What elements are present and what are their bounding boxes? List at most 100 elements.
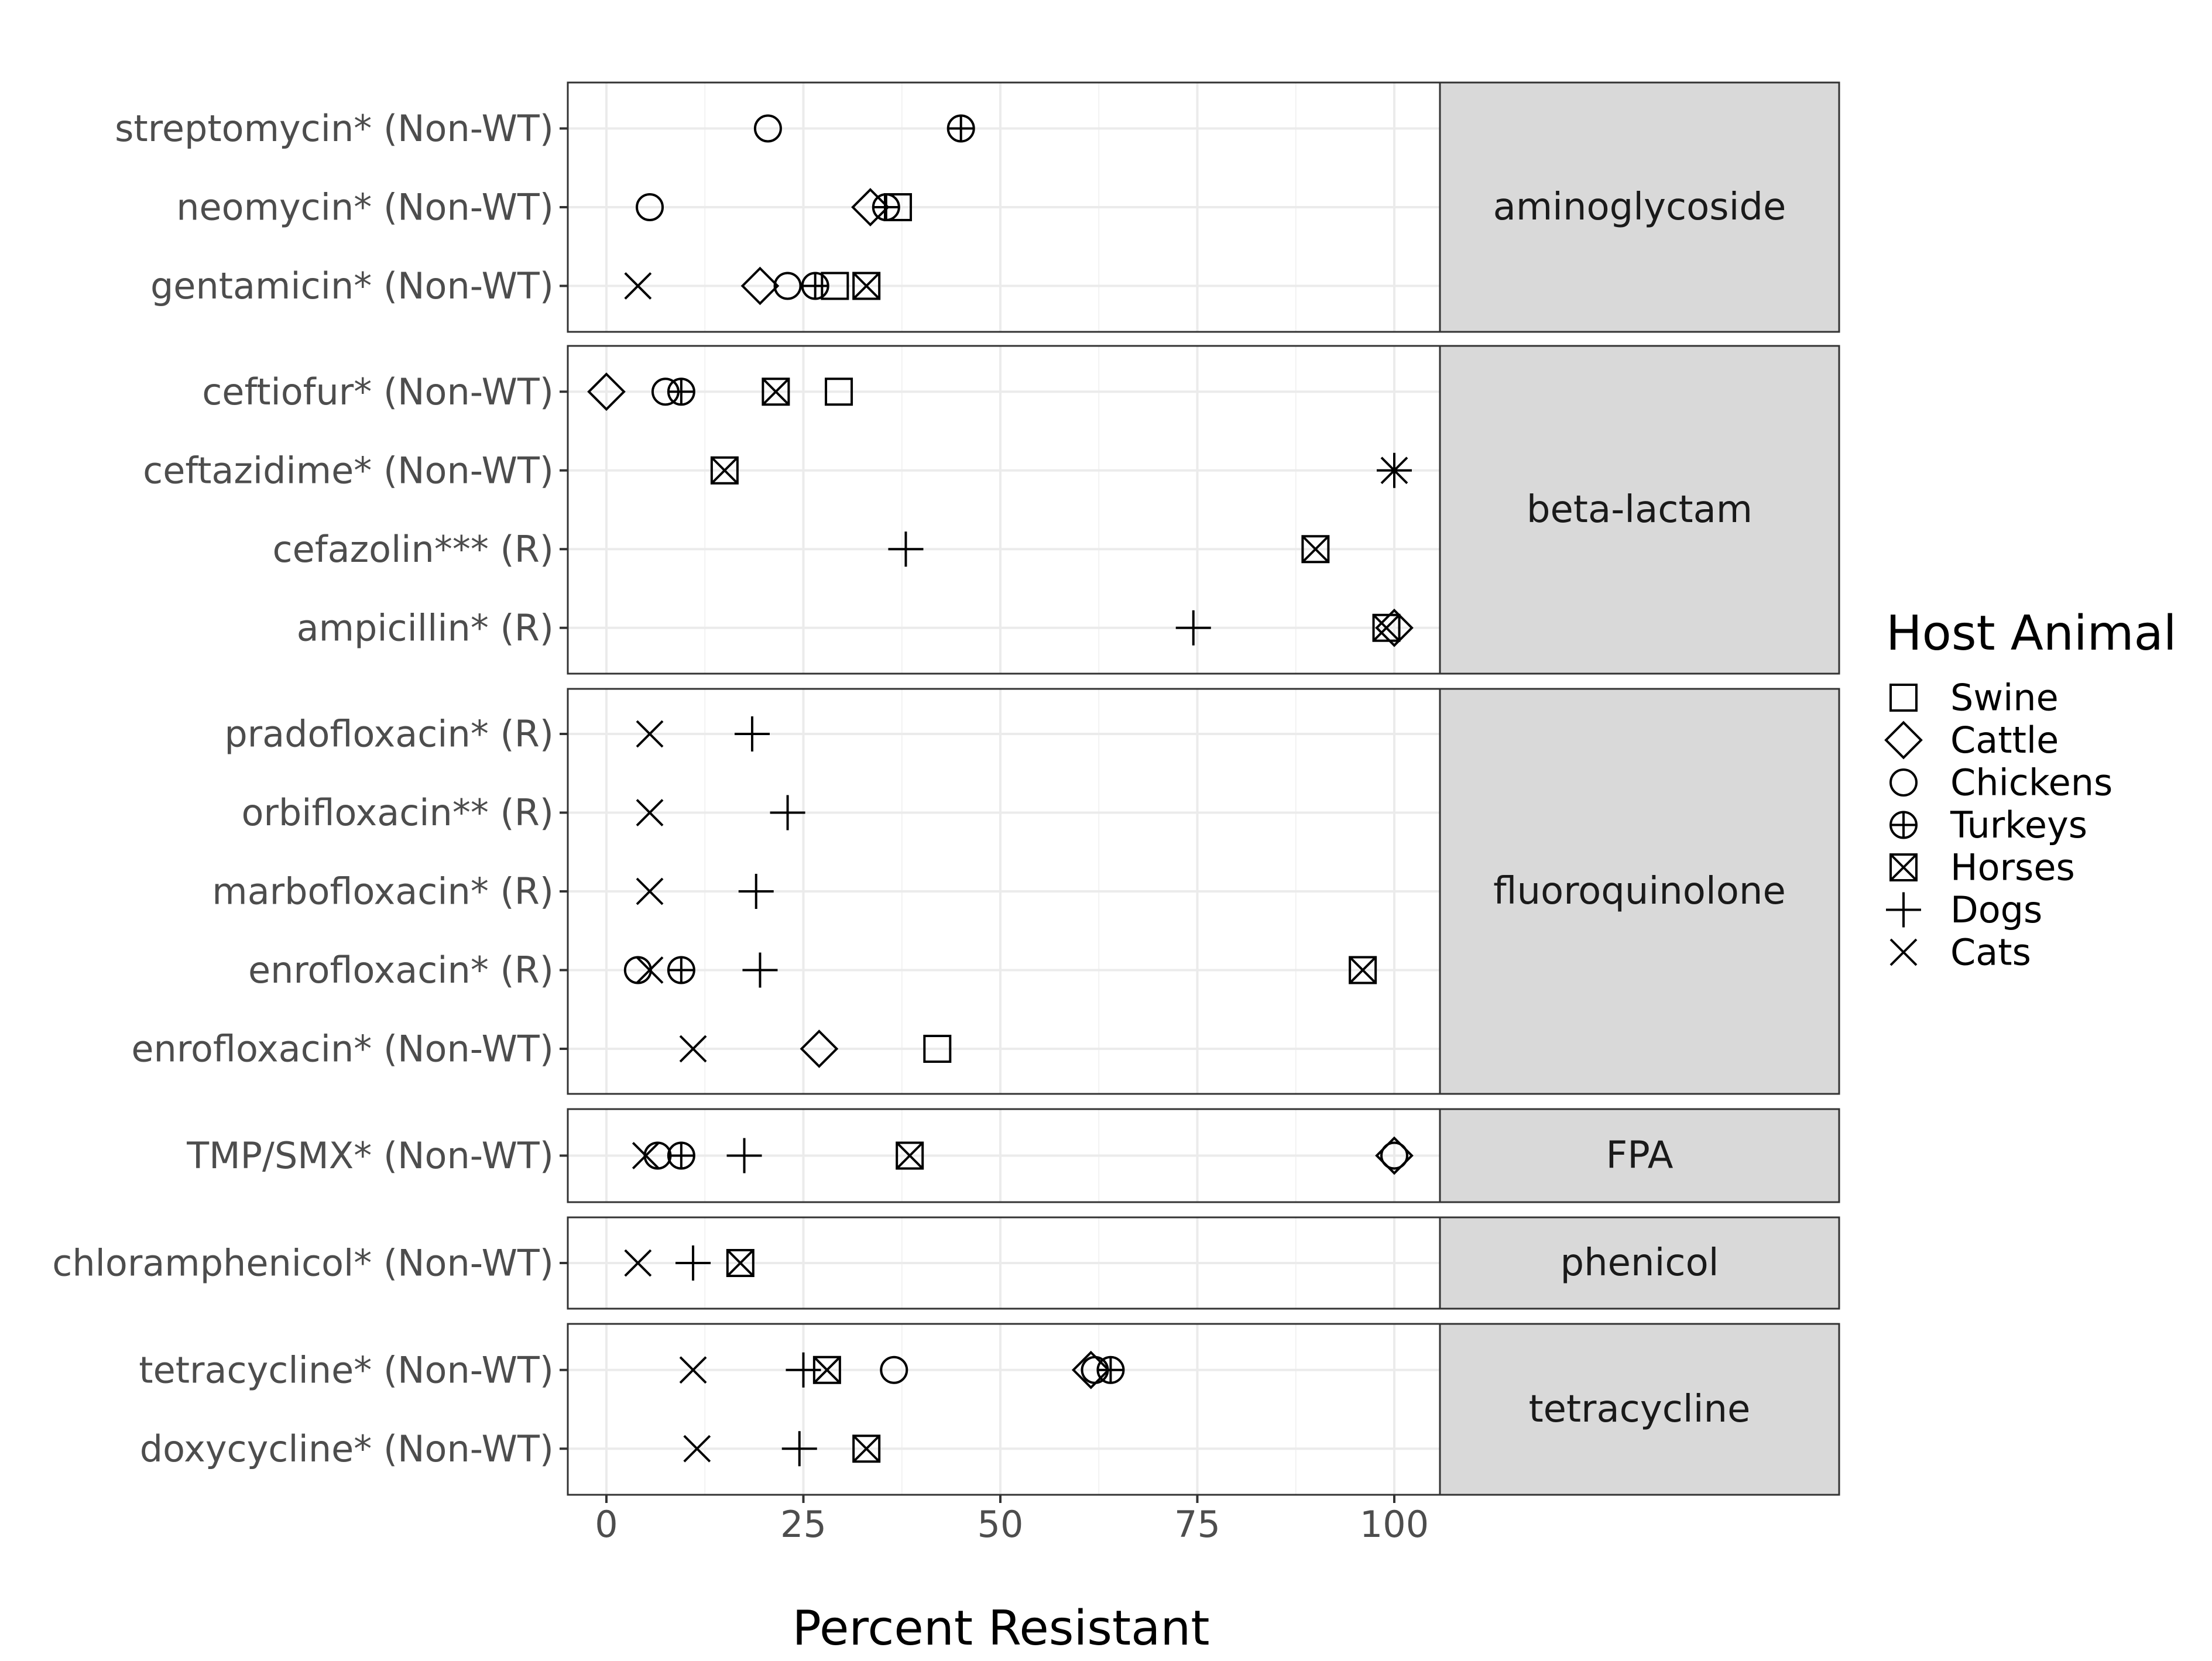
data-point-dogs (726, 1138, 762, 1173)
data-point-turkeys (1096, 1355, 1125, 1384)
facet-panel: tetracycline* (Non-WT) doxycycline* (Non-… (139, 1323, 1441, 1496)
facet-strip: beta-lactam (1439, 345, 1840, 675)
data-point-chickens (773, 272, 802, 300)
data-point-horses (852, 1434, 881, 1463)
data-point-swine (884, 193, 913, 221)
data-point-cats (679, 1035, 707, 1063)
data-point-horses (852, 272, 881, 300)
data-point-chickens (1380, 1141, 1408, 1170)
facet-panel: pradofloxacin* (R) orbifloxacin** (R) marb… (131, 688, 1441, 1095)
data-point-horses (1349, 956, 1377, 984)
data-point-dogs (781, 1431, 817, 1467)
facet-panel: TMP/SMX* (Non-WT) (186, 1108, 1441, 1203)
data-point-chickens (753, 114, 782, 143)
legend-entry-chickens: Chickens (1889, 761, 2112, 804)
legend-label: Horses (1950, 846, 2075, 889)
data-point-horses (896, 1141, 924, 1170)
legend-label: Swine (1950, 677, 2059, 719)
facet-panel: streptomycin* (Non-WT) neomycin* (Non-WT)… (115, 81, 1441, 333)
facet-strip: phenicol (1439, 1216, 1840, 1310)
data-point-cattle (800, 1029, 839, 1068)
facet-panel: chloramphenicol* (Non-WT) (52, 1216, 1441, 1310)
y-tick-label: doxycycline* (Non-WT) (140, 1427, 554, 1470)
data-point-chickens (880, 1355, 908, 1384)
legend-label: Dogs (1950, 888, 2042, 931)
data-point-swine (821, 272, 849, 300)
y-tick-label: streptomycin* (Non-WT) (115, 107, 554, 150)
data-point-horses (1301, 535, 1330, 564)
x-tick-label: 25 (780, 1503, 827, 1546)
legend-title: Host Animal (1886, 606, 2177, 661)
y-tick-label: gentamicin* (Non-WT) (150, 265, 554, 307)
facet-strip: FPA (1439, 1108, 1840, 1203)
data-point-dogs (738, 874, 774, 909)
data-point-horses (812, 1355, 841, 1384)
data-point-cats (624, 1249, 652, 1277)
legend-entry-cats: Cats (1889, 931, 2031, 974)
legend-entry-turkeys: Turkeys (1889, 804, 2087, 846)
facet-strip-label: FPA (1606, 1134, 1673, 1178)
data-point-horses (726, 1249, 755, 1277)
y-tick-label: TMP/SMX* (Non-WT) (186, 1134, 554, 1177)
facet-strip: fluoroquinolone (1439, 688, 1840, 1095)
data-point-cattle (1071, 1350, 1110, 1389)
data-point-cats (624, 272, 652, 300)
data-point-turkeys (801, 272, 829, 300)
facet-strip-label: fluoroquinolone (1493, 870, 1786, 913)
data-point-horses (710, 456, 739, 485)
data-point-turkeys (667, 378, 695, 406)
y-tick-label: orbifloxacin** (R) (241, 791, 554, 834)
data-point-dogs (770, 795, 805, 831)
y-tick-label: neomycin* (Non-WT) (176, 186, 554, 229)
x-axis: 0 25 50 75 100 (595, 1495, 1429, 1546)
data-point-dogs (888, 531, 924, 567)
data-point-cats (636, 877, 664, 905)
facet-strip: aminoglycoside (1439, 81, 1840, 333)
facet-strip: tetracycline (1439, 1323, 1840, 1496)
y-tick-label: chloramphenicol* (Non-WT) (52, 1242, 554, 1285)
data-point-horses (1372, 613, 1401, 642)
legend-entry-dogs: Dogs (1886, 888, 2042, 931)
y-tick-label: ampicillin* (R) (297, 606, 554, 649)
facet-strip-label: aminoglycoside (1493, 186, 1786, 229)
data-point-turkeys (667, 956, 695, 984)
data-point-horses (762, 378, 790, 406)
data-point-swine (923, 1035, 952, 1063)
legend-entry-horses: Horses (1889, 846, 2075, 889)
data-point-turkeys (667, 1141, 695, 1170)
x-tick-label: 75 (1174, 1503, 1220, 1546)
y-tick-label: tetracycline* (Non-WT) (139, 1348, 554, 1391)
legend-label: Chickens (1950, 761, 2112, 804)
data-point-swine (825, 378, 853, 406)
y-tick-label: enrofloxacin* (R) (248, 949, 554, 991)
data-point-cats (683, 1434, 711, 1463)
data-point-dogs (1175, 610, 1211, 646)
data-point-cats (1380, 457, 1408, 485)
data-point-cattle (740, 266, 780, 306)
facet-strip-label: phenicol (1560, 1241, 1719, 1285)
y-tick-label: enrofloxacin* (Non-WT) (131, 1028, 554, 1070)
data-point-cats (679, 1356, 707, 1384)
data-point-turkeys (946, 114, 975, 143)
data-point-cattle (1375, 608, 1414, 647)
facet-strip-label: beta-lactam (1527, 488, 1753, 531)
data-point-chickens (636, 193, 664, 221)
data-point-cats (636, 799, 664, 826)
x-tick-label: 100 (1360, 1503, 1429, 1546)
data-point-dogs (675, 1245, 711, 1281)
x-axis-title: Percent Resistant (792, 1601, 1209, 1656)
y-tick-label: cefazolin*** (R) (273, 528, 554, 571)
legend-entry-swine: Swine (1889, 677, 2059, 719)
data-point-dogs (735, 716, 770, 751)
y-tick-label: ceftazidime* (Non-WT) (143, 449, 554, 492)
data-point-cats (636, 720, 664, 748)
panels-layer: streptomycin* (Non-WT) neomycin* (Non-WT)… (52, 81, 1840, 1496)
data-point-cattle (851, 188, 890, 227)
data-point-cats (636, 956, 664, 984)
y-tick-label: ceftiofur* (Non-WT) (202, 370, 554, 413)
data-point-cattle (587, 372, 626, 411)
x-tick-label: 0 (595, 1503, 618, 1546)
legend-label: Cats (1950, 931, 2031, 974)
